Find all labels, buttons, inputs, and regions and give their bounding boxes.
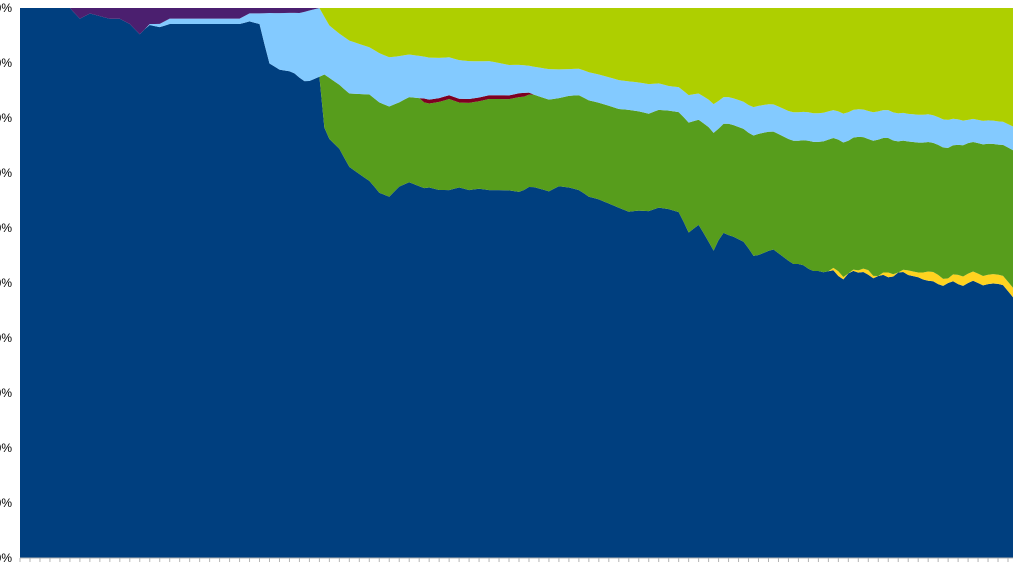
y-tick-label: 50% (0, 276, 12, 290)
y-tick-label: 60% (0, 221, 12, 235)
y-tick-label: 100% (0, 1, 12, 15)
y-tick-label: 90% (0, 56, 12, 70)
area-series-6 (20, 8, 1013, 127)
y-tick-label: 10% (0, 496, 12, 510)
area-series-7 (20, 8, 1013, 35)
y-tick-label: 80% (0, 111, 12, 125)
y-tick-label: 70% (0, 166, 12, 180)
y-tick-label: 20% (0, 441, 12, 455)
series-areas (20, 8, 1013, 558)
area-series-3 (20, 8, 1013, 288)
x-axis-ticks (19, 558, 1009, 562)
y-axis-ticks: 0% 10% 20% 30% 40% 50% 60% 70% 80% 90% 100% (0, 1, 12, 565)
y-tick-label: 30% (0, 386, 12, 400)
area-series-5 (20, 8, 1013, 151)
area-series-1 (20, 8, 1013, 558)
y-tick-label: 40% (0, 331, 12, 345)
y-tick-label: 0% (0, 551, 12, 565)
